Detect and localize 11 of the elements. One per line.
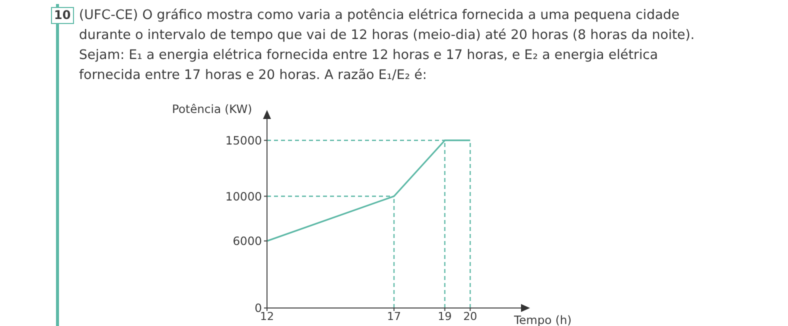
- x-tick-label: 12: [260, 310, 274, 323]
- x-tick-label: 20: [463, 310, 478, 323]
- y-tick-label: 0: [254, 301, 262, 316]
- x-tick-label: 17: [387, 310, 401, 323]
- y-tick-label: 10000: [225, 189, 262, 204]
- y-axis-title: Potência (KW): [172, 102, 252, 116]
- text: 10: [51, 7, 74, 24]
- y-tick-label: 15000: [225, 133, 262, 148]
- y-tick-label: 6000: [232, 234, 262, 248]
- chart-title: (UFC-CE) O gráfico mostra como varia a potência elétrica fornecida a uma pequena cidade durante o intervalo de tempo que vai de 12 horas (meio-dia) até 20 horas (8 horas da noite). Sejam: E₁ a energia elétrica fornecida entre 12 horas e 17 horas, e E₂ a energia elétrica fornecida entre 17 horas e 20 horas. A razão E₁/E₂ é:: [79, 7, 696, 85]
- x-tick-label: 19: [438, 310, 452, 323]
